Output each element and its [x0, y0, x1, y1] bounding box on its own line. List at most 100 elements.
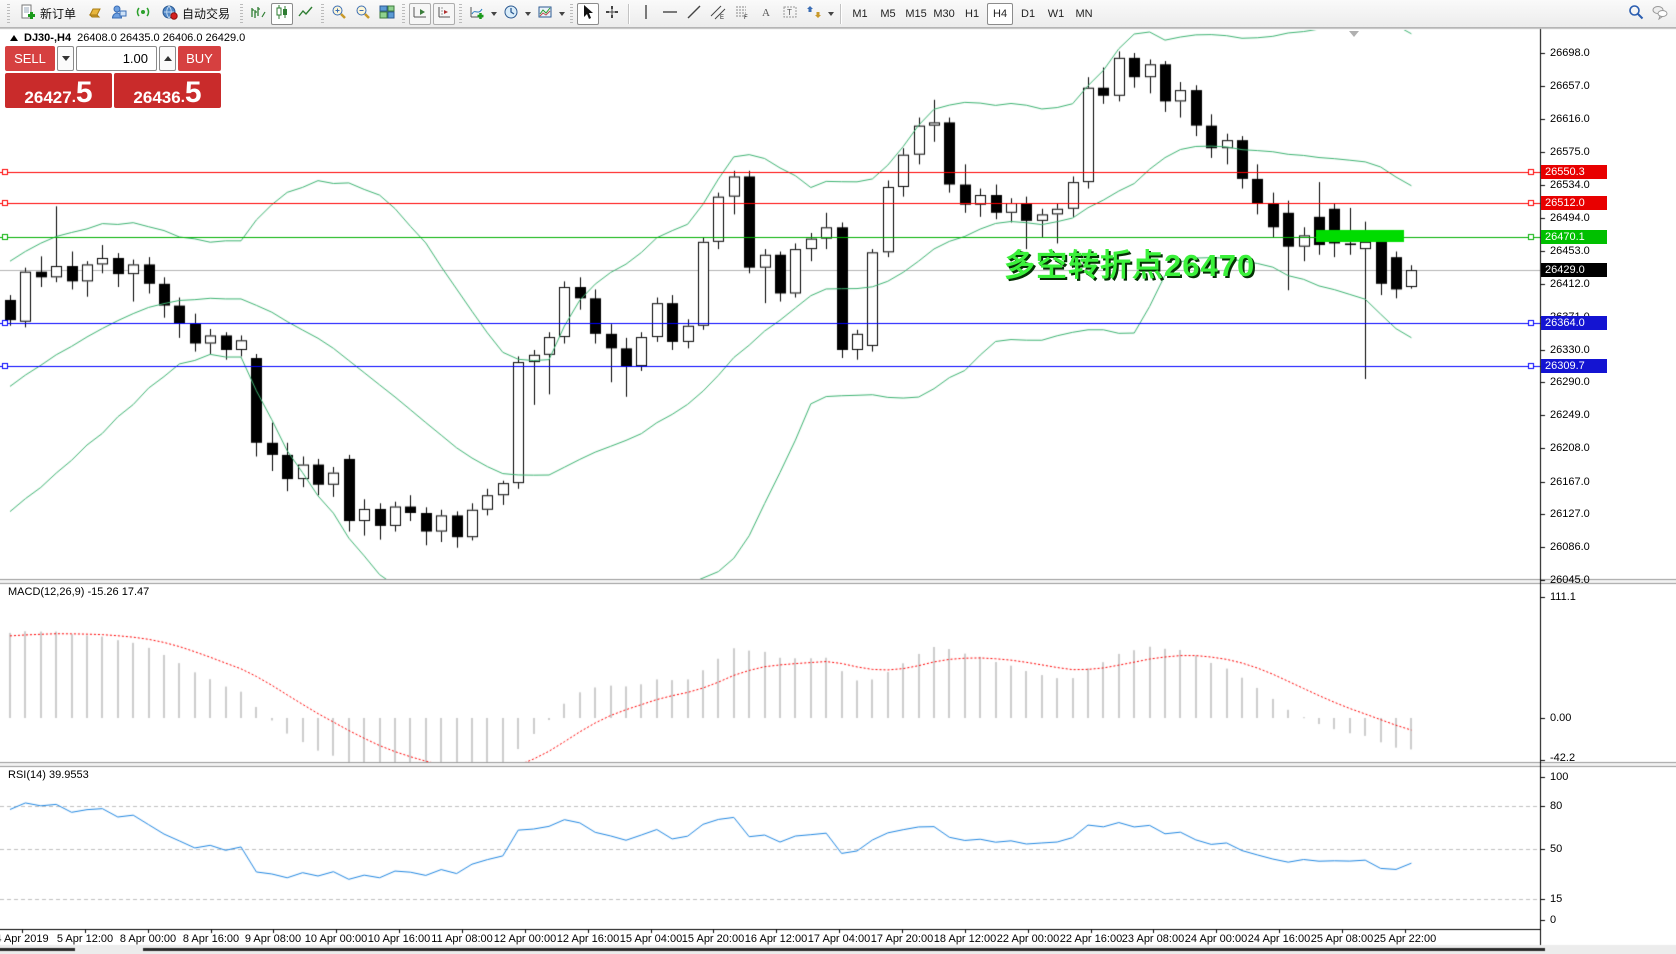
- toolbar-grip[interactable]: [402, 3, 406, 24]
- timeframe-button-mn[interactable]: MN: [1075, 7, 1093, 20]
- auto-scroll-button[interactable]: [409, 2, 432, 25]
- new-order-button[interactable]: 新订单: [14, 3, 82, 25]
- sell-price-main: 26427: [24, 88, 72, 107]
- arrows-icon: [806, 4, 822, 23]
- profile-button[interactable]: [108, 3, 130, 25]
- volume-increase-button[interactable]: [159, 46, 176, 71]
- text-icon: A: [758, 4, 774, 23]
- periods-button[interactable]: [500, 3, 522, 25]
- crosshair-button[interactable]: [601, 3, 623, 25]
- chart-text-annotation[interactable]: 多空转折点26470: [1004, 248, 1256, 283]
- channel-button[interactable]: E: [707, 3, 729, 25]
- zoom-in-icon: [331, 4, 347, 23]
- chart-end-marker-icon[interactable]: [1349, 31, 1359, 37]
- zoom-in-button[interactable]: [328, 3, 350, 25]
- symbol-timeframe-label: DJ30-,H4: [24, 32, 72, 44]
- toolbar-grip[interactable]: [321, 3, 325, 24]
- timeframe-button-m1[interactable]: M1: [852, 7, 868, 20]
- cursor-icon: [580, 4, 596, 23]
- timeframe-button-w1[interactable]: W1: [1047, 7, 1065, 20]
- new-order-icon: [20, 4, 36, 23]
- auto-scroll-icon: [412, 4, 428, 23]
- volume-decrease-button[interactable]: [57, 46, 74, 71]
- main-toolbar: 新订单 自动交易 E F A T M1 M5 M15 M30 H1 H4 D1 W1 MN: [0, 0, 1676, 28]
- toolbar-separator: [840, 3, 843, 24]
- trendline-button[interactable]: [683, 3, 705, 25]
- toolbar-grip[interactable]: [459, 3, 463, 24]
- search-icon: [1628, 4, 1644, 23]
- sell-button[interactable]: SELL: [5, 46, 55, 71]
- chart-shift-icon: [436, 4, 452, 23]
- symbol-info-bar[interactable]: DJ30-,H4 26408.0 26435.0 26406.0 26429.0: [10, 32, 245, 44]
- volume-input[interactable]: [76, 46, 157, 71]
- chevron-down-icon: [61, 56, 70, 61]
- chevron-up-icon: [163, 56, 172, 61]
- rsi-indicator-label: RSI(14) 39.9553: [8, 769, 89, 781]
- toolbar-separator: [628, 3, 631, 24]
- timeframe-button-m30[interactable]: M30: [933, 7, 955, 20]
- bar-chart-icon: [250, 4, 266, 23]
- autotrading-label: 自动交易: [182, 7, 231, 21]
- broadcast-button[interactable]: [132, 3, 154, 25]
- sell-price-dot: .: [71, 89, 76, 106]
- search-button[interactable]: [1625, 3, 1647, 25]
- templates-button[interactable]: [534, 3, 556, 25]
- indicators-button[interactable]: [466, 3, 488, 25]
- toolbar-grip[interactable]: [7, 3, 10, 24]
- crosshair-icon: [604, 4, 620, 23]
- sell-price-display[interactable]: 26427. 5: [5, 73, 112, 108]
- buy-button[interactable]: BUY: [178, 46, 221, 71]
- svg-text:T: T: [787, 8, 792, 17]
- collapse-arrow-icon[interactable]: [10, 35, 18, 41]
- zoom-out-button[interactable]: [352, 3, 374, 25]
- buy-price-main: 26436: [133, 88, 181, 107]
- autotrading-button[interactable]: 自动交易: [156, 3, 236, 25]
- vertical-line-button[interactable]: [635, 3, 657, 25]
- line-chart-button[interactable]: [295, 3, 317, 25]
- timeframe-button-h1[interactable]: H1: [965, 7, 980, 20]
- chat-icon: [1652, 4, 1668, 23]
- indicators-dropdown-caret[interactable]: [491, 11, 498, 16]
- timeframe-group: M1 M5 M15 M30 H1 H4 D1 W1 MN: [846, 2, 1098, 25]
- periods-dropdown-caret[interactable]: [525, 11, 532, 16]
- timeframe-button-m15[interactable]: M15: [905, 7, 927, 20]
- broadcast-icon: [135, 4, 151, 23]
- cursor-button[interactable]: [577, 2, 600, 25]
- chart-shift-button[interactable]: [433, 2, 456, 25]
- gold-bar-button[interactable]: [84, 3, 106, 25]
- fibonacci-button[interactable]: F: [731, 3, 753, 25]
- templates-dropdown-caret[interactable]: [559, 11, 566, 16]
- arrows-button[interactable]: [803, 3, 825, 25]
- chat-button[interactable]: [1649, 3, 1671, 25]
- new-order-label: 新订单: [40, 7, 77, 21]
- toolbar-grip[interactable]: [240, 3, 244, 24]
- buy-price-dot: .: [180, 89, 185, 106]
- label-button[interactable]: T: [779, 3, 801, 25]
- periods-icon: [503, 4, 519, 23]
- timeframe-button-h4[interactable]: H4: [987, 2, 1014, 25]
- fibonacci-icon: F: [734, 4, 750, 23]
- buy-price-fraction: 5: [184, 76, 202, 109]
- horizontal-line-icon: [662, 4, 678, 23]
- toolbar-grip[interactable]: [570, 3, 574, 24]
- candlestick-chart-icon: [274, 4, 290, 23]
- one-click-trading-widget: SELL BUY 26427.5 26436.5: [5, 46, 221, 108]
- symbol-ohlc-values: 26408.0 26435.0 26406.0 26429.0: [77, 32, 246, 44]
- text-button[interactable]: A: [755, 3, 777, 25]
- timeframe-button-m5[interactable]: M5: [880, 7, 896, 20]
- channel-icon: E: [710, 4, 726, 23]
- indicators-icon: [469, 4, 485, 23]
- vertical-line-icon: [638, 4, 654, 23]
- arrows-dropdown-caret[interactable]: [828, 11, 835, 16]
- horizontal-line-button[interactable]: [659, 3, 681, 25]
- sell-price-fraction: 5: [75, 76, 93, 109]
- buy-price-display[interactable]: 26436. 5: [114, 73, 221, 108]
- bar-chart-button[interactable]: [247, 3, 269, 25]
- zoom-out-icon: [355, 4, 371, 23]
- gold-bar-icon: [87, 4, 103, 23]
- tile-windows-button[interactable]: [376, 3, 398, 25]
- timeframe-button-d1[interactable]: D1: [1021, 7, 1036, 20]
- candlestick-chart-button[interactable]: [271, 2, 294, 25]
